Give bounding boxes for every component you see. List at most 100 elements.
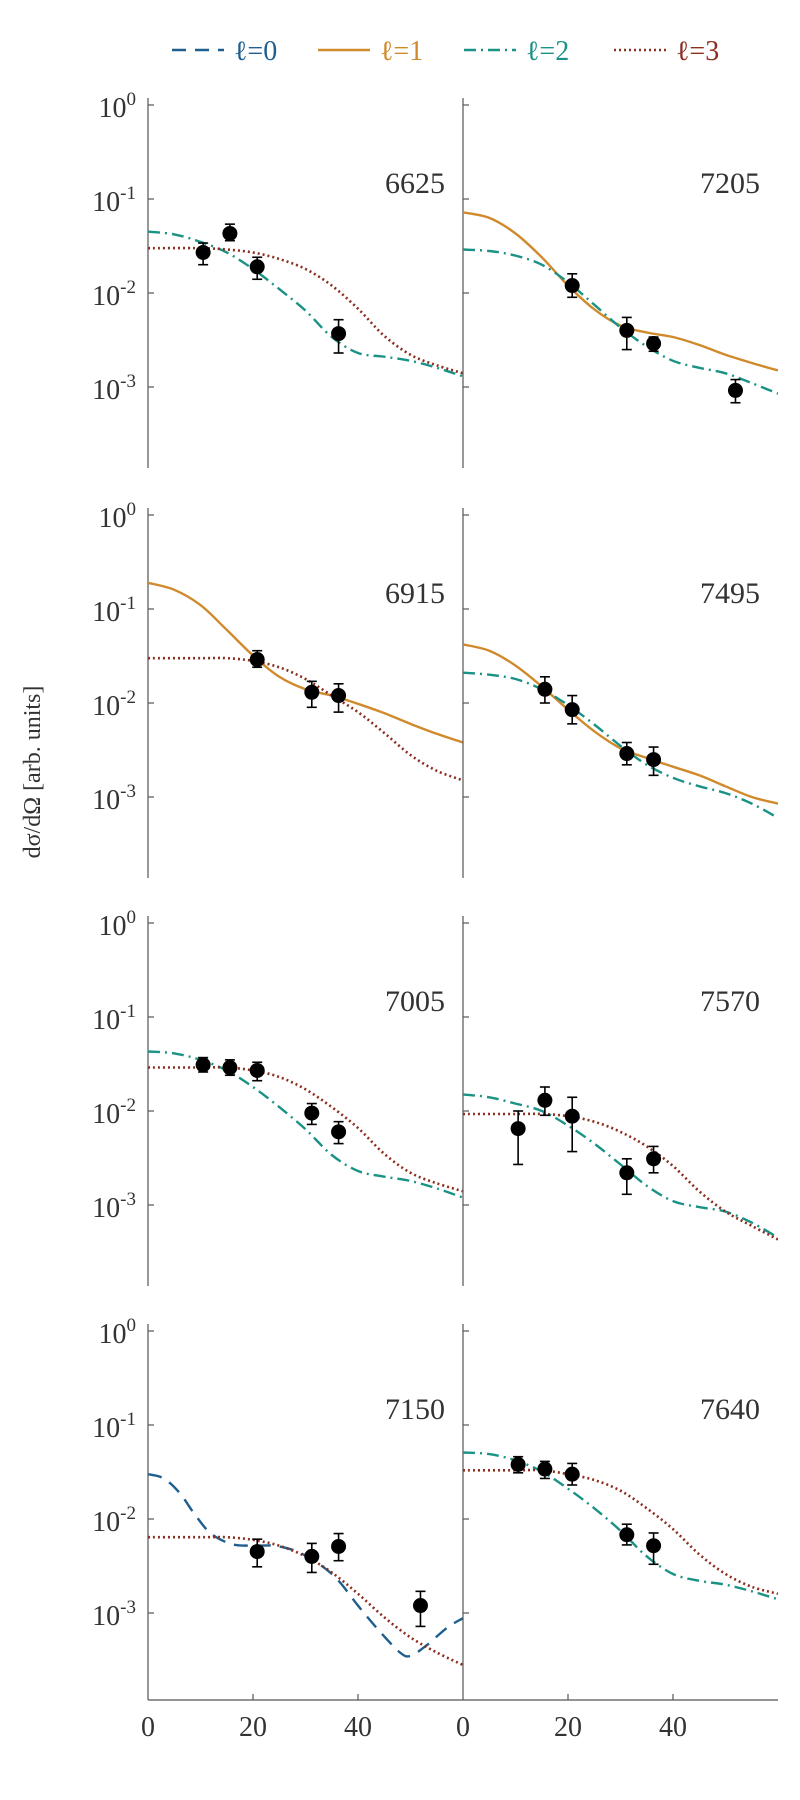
data-marker [304, 684, 320, 700]
data-point [619, 741, 635, 766]
data-marker [249, 1062, 265, 1078]
panel-label: 6915 [385, 577, 445, 610]
data-point [304, 1542, 320, 1574]
legend-entry-l0: ℓ=0 [172, 36, 277, 67]
data-marker [510, 1457, 526, 1473]
data-marker [222, 1060, 238, 1076]
data-marker [249, 259, 265, 275]
panel-7570: 7570 [462, 916, 778, 1286]
x-tick-label: 40 [344, 1712, 372, 1743]
y-tick-label: 10-3 [92, 371, 136, 406]
data-marker [537, 681, 553, 697]
x-tick-label: 20 [554, 1712, 582, 1743]
y-tick-label: 10-1 [92, 1001, 136, 1036]
y-tick-label: 100 [99, 907, 137, 942]
panel-label: 6625 [385, 167, 445, 200]
data-marker [331, 1538, 347, 1554]
panel-7205: 7205 [462, 98, 778, 468]
curve-l2 [463, 1093, 778, 1239]
data-point [249, 649, 265, 669]
data-marker [331, 688, 347, 704]
y-tick-label: 100 [99, 499, 137, 534]
legend-entry-l1: ℓ=1 [318, 36, 423, 67]
curve-l3 [148, 1065, 463, 1193]
panel-7005: 100 10-1 10-2 10-3 7005 [92, 907, 463, 1286]
curve-l1 [463, 211, 778, 372]
data-point [331, 1532, 347, 1562]
data-point [510, 1110, 526, 1166]
data-point [727, 378, 743, 404]
y-axis-label: dσ/dΩ [arb. units] [20, 686, 46, 859]
panel-label: 7205 [700, 167, 760, 200]
x-axis: 0 20 40 0 20 40 [141, 1694, 778, 1743]
data-point [646, 746, 662, 777]
legend-label-l3: ℓ=3 [676, 36, 719, 67]
legend-label-l1: ℓ=1 [380, 36, 423, 67]
data-marker [564, 1108, 580, 1124]
y-tick-label: 10-2 [92, 1503, 136, 1538]
panel-6625: 100 10-1 10-2 10-3 6625 [92, 89, 463, 468]
curve-l3 [148, 1535, 463, 1667]
legend: ℓ=0 ℓ=1 ℓ=2 ℓ=3 [172, 36, 719, 67]
panel-label: 7570 [700, 985, 760, 1018]
data-marker [304, 1548, 320, 1564]
data-point [646, 1532, 662, 1566]
panel-label: 7005 [385, 985, 445, 1018]
y-tick-label: 10-2 [92, 687, 136, 722]
data-marker [646, 1151, 662, 1167]
y-tick-label: 10-2 [92, 277, 136, 312]
data-point [619, 316, 635, 351]
x-tick-label: 0 [141, 1712, 155, 1743]
data-point [249, 1538, 265, 1568]
data-point [646, 1145, 662, 1174]
data-point [195, 1056, 211, 1073]
y-tick-label: 10-3 [92, 781, 136, 816]
curve-l1 [463, 643, 778, 805]
data-marker [646, 336, 662, 352]
data-point [619, 1158, 635, 1196]
data-point [564, 1096, 580, 1153]
panels: 100 10-1 10-2 10-3 6625 7205 100 10-1 10-2 10-3 69… [92, 89, 778, 1694]
data-point [619, 1523, 635, 1546]
curve-l3 [463, 1112, 778, 1241]
data-marker [195, 244, 211, 260]
data-marker [331, 326, 347, 342]
y-tick-label: 10-3 [92, 1189, 136, 1224]
panel-label: 7640 [700, 1393, 760, 1426]
data-marker [646, 752, 662, 768]
curve-l2 [148, 230, 463, 378]
legend-label-l0: ℓ=0 [234, 36, 277, 67]
legend-entry-l3: ℓ=3 [614, 36, 719, 67]
data-marker [727, 382, 743, 398]
data-marker [537, 1461, 553, 1477]
data-point [564, 1462, 580, 1486]
data-point [195, 242, 211, 266]
y-tick-label: 10-3 [92, 1597, 136, 1632]
data-point [222, 223, 238, 242]
panel-7150: 100 10-1 10-2 10-3 7150 [92, 1315, 463, 1694]
data-marker [537, 1092, 553, 1108]
y-tick-label: 10-1 [92, 183, 136, 218]
data-marker [646, 1538, 662, 1554]
y-tick-label: 10-2 [92, 1095, 136, 1130]
y-tick-label: 100 [99, 1315, 137, 1350]
curve-l0 [148, 1473, 463, 1658]
curve-l3 [148, 246, 463, 375]
data-marker [222, 225, 238, 241]
data-point [222, 1059, 238, 1077]
data-point [331, 1120, 347, 1145]
data-point [646, 336, 662, 353]
y-tick-label: 10-1 [92, 593, 136, 628]
data-marker [619, 746, 635, 762]
data-marker [564, 278, 580, 294]
legend-label-l2: ℓ=2 [526, 36, 569, 67]
data-marker [331, 1124, 347, 1140]
panel-label: 7495 [700, 577, 760, 610]
data-marker [195, 1057, 211, 1073]
data-point [564, 273, 580, 299]
y-tick-label: 100 [99, 89, 137, 124]
data-point [304, 1102, 320, 1126]
legend-entry-l2: ℓ=2 [464, 36, 569, 67]
data-point [537, 1086, 553, 1117]
